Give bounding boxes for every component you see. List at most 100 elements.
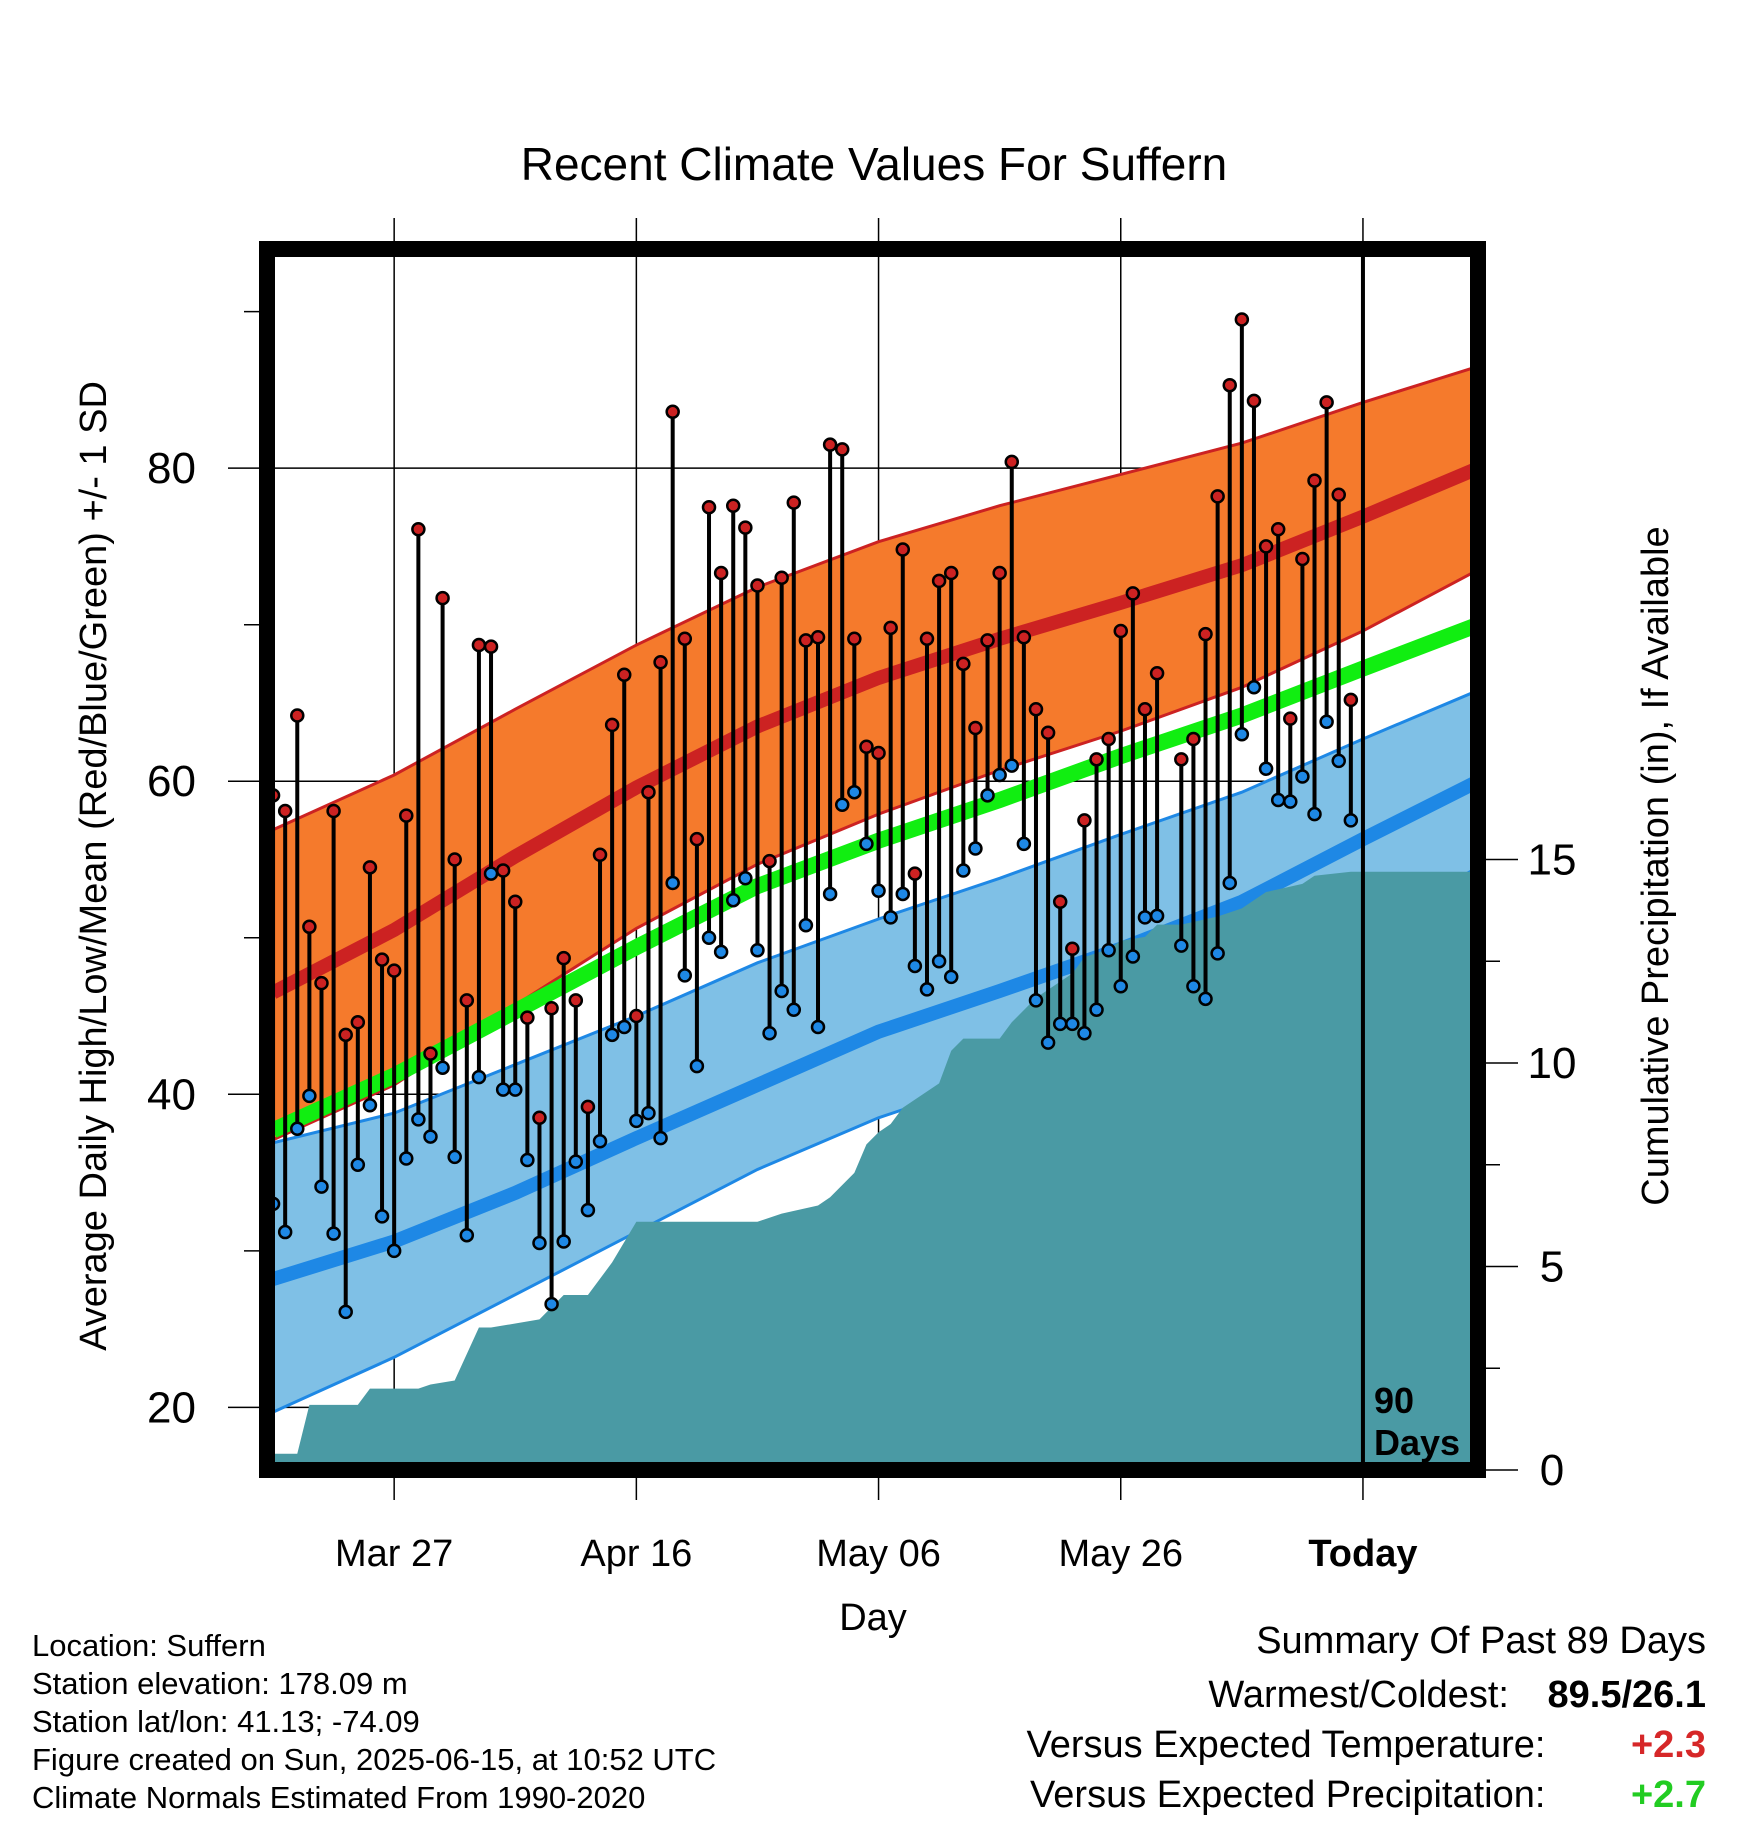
daily-low-point	[1040, 1035, 1056, 1050]
daily-low-point	[689, 1058, 705, 1074]
daily-low-point	[1307, 806, 1322, 822]
daily-high-point	[871, 745, 886, 761]
daily-high-point	[822, 437, 838, 452]
daily-low-point	[1125, 949, 1141, 964]
daily-low-point	[520, 1152, 535, 1168]
daily-high-point	[508, 894, 523, 910]
location-text: Location: Suffern	[32, 1628, 266, 1663]
daily-low-point	[1246, 680, 1262, 695]
summary-heading: Summary Of Past 89 Days	[1256, 1620, 1706, 1662]
summary-warm-cold: Warmest/Coldest: 89.5/26.1	[1208, 1674, 1706, 1717]
daily-low-point	[302, 1088, 317, 1104]
daily-low-point	[1222, 875, 1237, 891]
daily-low-point	[762, 1026, 777, 1041]
daily-low-point	[750, 943, 765, 958]
daily-high-point	[1270, 521, 1286, 537]
latlon-text: Station lat/lon: 41.13; -74.09	[32, 1704, 420, 1739]
daily-high-point	[447, 852, 462, 867]
daily-low-point	[483, 866, 499, 881]
daily-low-point	[277, 1224, 293, 1240]
axes: Mar 27 Apr 16 May 06 May 26 Today 20 40 60 80 0 5 1…	[147, 218, 1576, 1575]
daily-high-point	[1186, 731, 1201, 747]
x-tick-label: May 26	[1058, 1533, 1183, 1575]
daily-low-point	[847, 784, 862, 800]
daily-low-point	[641, 1105, 656, 1121]
daily-high-point	[956, 656, 971, 672]
daily-low-point	[508, 1082, 523, 1097]
daily-high-point	[1125, 586, 1141, 601]
daily-high-point	[1307, 473, 1322, 488]
daily-low-point	[738, 871, 753, 886]
daily-high-point	[847, 631, 862, 647]
daily-low-point	[568, 1154, 584, 1169]
y2-tick-label: 0	[1540, 1446, 1564, 1495]
daily-high-point	[314, 975, 329, 991]
daily-high-point	[338, 1027, 353, 1043]
daily-low-point	[1295, 769, 1310, 784]
daily-low-point	[1331, 753, 1346, 769]
y2-tick-label: 10	[1528, 1039, 1577, 1088]
warm-cold-value: 89.5/26.1	[1547, 1674, 1706, 1716]
daily-high-point	[532, 1110, 547, 1126]
daily-high-point	[374, 952, 390, 967]
daily-low-point	[786, 1002, 802, 1018]
daily-low-point	[592, 1134, 608, 1149]
daily-high-point	[459, 993, 475, 1008]
station-info: Location: Suffern Station elevation: 178…	[32, 1627, 716, 1817]
daily-high-point	[859, 739, 874, 755]
summary-temp: Versus Expected Temperature: +2.3	[1027, 1724, 1706, 1767]
daily-high-point	[883, 620, 898, 636]
daily-high-point	[907, 866, 923, 881]
daily-high-point	[1234, 312, 1250, 327]
daily-high-point	[653, 655, 668, 670]
created-text: Figure created on Sun, 2025-06-15, at 10…	[32, 1742, 717, 1777]
daily-high-point	[1137, 701, 1153, 717]
daily-high-point	[750, 578, 765, 593]
daily-high-point	[1174, 752, 1189, 767]
y2-tick-label: 5	[1540, 1243, 1564, 1292]
daily-high-point	[362, 860, 378, 875]
daily-low-point	[1174, 938, 1189, 953]
daily-low-point	[1016, 836, 1032, 852]
daily-high-point	[471, 637, 487, 653]
daily-high-point	[435, 590, 450, 606]
summary-precip: Versus Expected Precipitation: +2.7	[1030, 1774, 1706, 1817]
daily-high-point	[1258, 539, 1274, 554]
daily-high-point	[386, 963, 402, 978]
daily-high-point	[580, 1099, 596, 1115]
daily-high-point	[1295, 551, 1310, 567]
daily-high-point	[641, 784, 656, 800]
y-tick-label: 60	[147, 757, 196, 806]
daily-high-point	[810, 629, 826, 645]
daily-low-point	[604, 1027, 620, 1043]
chart-title: Recent Climate Values For Suffern	[521, 138, 1228, 190]
daily-low-point	[919, 982, 935, 997]
daily-high-point	[1198, 626, 1213, 642]
daily-high-point	[1065, 941, 1080, 956]
daily-low-point	[992, 767, 1007, 783]
precipitation-area	[273, 871, 1479, 1470]
daily-low-point	[871, 883, 886, 899]
daily-low-point	[713, 944, 729, 960]
daily-low-point	[314, 1179, 329, 1194]
today-annotation-1: 90	[1374, 1380, 1414, 1421]
daily-low-point	[544, 1296, 559, 1312]
daily-low-point	[399, 1151, 414, 1166]
daily-low-point	[1198, 991, 1213, 1007]
daily-high-point	[629, 1008, 644, 1024]
daily-low-point	[350, 1157, 366, 1172]
daily-low-point	[374, 1209, 390, 1224]
daily-high-point	[919, 631, 935, 647]
daily-low-point	[653, 1130, 668, 1146]
daily-low-point	[665, 875, 680, 891]
daily-high-point	[302, 919, 317, 935]
daily-high-point	[834, 442, 850, 457]
normal-high-line	[269, 461, 1481, 999]
daily-high-point	[980, 633, 995, 648]
daily-low-point	[290, 1121, 305, 1136]
daily-low-point	[1186, 979, 1201, 994]
daily-high-point	[495, 863, 511, 878]
daily-high-point	[1113, 623, 1129, 639]
daily-high-point	[1040, 725, 1056, 740]
